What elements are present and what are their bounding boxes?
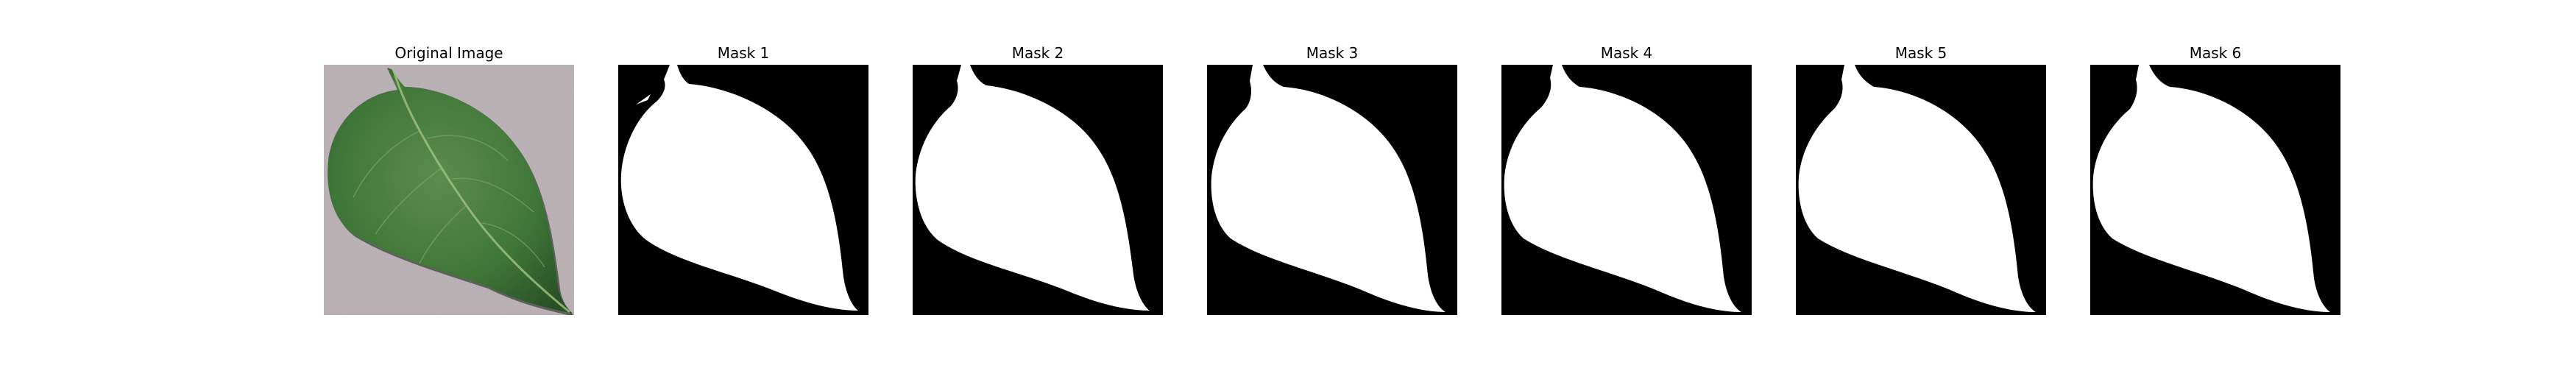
panel-mask-4: Mask 4 (1501, 44, 1752, 324)
panel-mask-6: Mask 6 (2090, 44, 2340, 324)
mask-image (1207, 65, 1457, 315)
panel-title: Mask 4 (1600, 44, 1653, 62)
panel-title: Mask 3 (1306, 44, 1359, 62)
mask-leaf (915, 65, 1150, 311)
panel-mask-3: Mask 3 (1207, 44, 1457, 324)
mask-image (618, 65, 868, 315)
leaf-midrib (392, 70, 570, 314)
mask-image (913, 65, 1163, 315)
mask-leaf (620, 65, 858, 311)
mask-artifact (636, 94, 651, 105)
panel-title: Original Image (394, 44, 503, 62)
mask-image (1796, 65, 2046, 315)
mask-leaf (1504, 65, 1741, 312)
panel-mask-5: Mask 5 (1796, 44, 2046, 324)
mask-leaf (1798, 65, 2036, 312)
leaf-blade (328, 68, 573, 314)
leaf-photo (324, 65, 574, 315)
panel-mask-2: Mask 2 (913, 44, 1163, 324)
leaf-veins (353, 130, 545, 268)
panel-title: Mask 2 (1011, 44, 1064, 62)
panel-title: Mask 1 (717, 44, 770, 62)
mask-image (1501, 65, 1752, 315)
panel-title: Mask 5 (1894, 44, 1947, 62)
panel-original-image: Original Image (324, 44, 574, 324)
mask-image (2090, 65, 2340, 315)
mask-leaf (1211, 65, 1446, 312)
panel-mask-1: Mask 1 (618, 44, 868, 324)
panel-title: Mask 6 (2189, 44, 2242, 62)
mask-leaf (2092, 65, 2330, 312)
